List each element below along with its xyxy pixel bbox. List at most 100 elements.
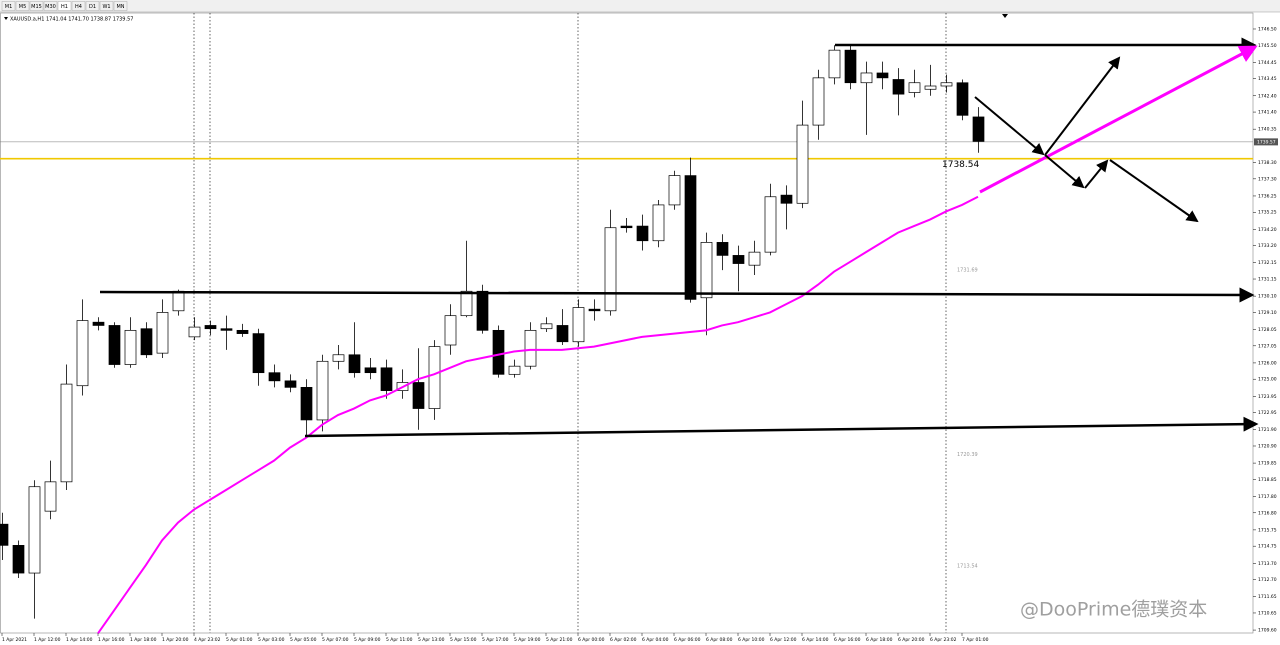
y-tick-label: 1726.00: [1258, 360, 1277, 366]
candle-body: [732, 255, 745, 264]
candle-body: [300, 387, 313, 421]
drawings: [99, 14, 1259, 438]
y-tick-label: 1711.65: [1258, 594, 1277, 600]
candle-body: [588, 308, 601, 312]
timeframe-button[interactable]: [1, 1, 16, 11]
x-tick-label: 5 Apr 19:00: [514, 637, 541, 643]
trend-arrow: [304, 416, 1259, 438]
x-tick-label: 1 Apr 18:00: [130, 637, 157, 643]
plot-frame: [0, 12, 1254, 634]
timeframe-button[interactable]: [85, 1, 100, 11]
candle-body: [156, 312, 169, 354]
candle-body: [700, 242, 713, 299]
timeframe-button[interactable]: [71, 1, 86, 11]
level-value: 1731.69: [957, 268, 978, 274]
x-tick-label: 5 Apr 15:00: [450, 637, 477, 643]
candle-body: [764, 196, 777, 253]
timeframe-label[interactable]: MN: [116, 4, 124, 10]
candle-body: [28, 486, 41, 574]
x-tick-label: 6 Apr 12:00: [770, 637, 797, 643]
candle-body: [620, 225, 633, 229]
candle-body: [332, 354, 345, 362]
x-tick-label: 1 Apr 12:00: [34, 637, 61, 643]
y-tick-label: 1735.25: [1258, 210, 1277, 216]
candle-body: [44, 481, 57, 512]
y-tick-label: 1736.25: [1258, 193, 1277, 199]
y-tick-label: 1715.75: [1258, 527, 1277, 533]
y-tick-label: 1728.05: [1258, 327, 1277, 333]
x-tick-label: 5 Apr 03:00: [258, 637, 285, 643]
y-tick-label: 1733.20: [1258, 243, 1277, 249]
timeframe-button[interactable]: [15, 1, 30, 11]
timeframe-label[interactable]: D1: [89, 4, 96, 10]
y-tick-label: 1714.75: [1258, 544, 1277, 550]
candle-body: [828, 49, 841, 79]
y-tick-label: 1731.15: [1258, 277, 1277, 283]
candle-body: [860, 72, 873, 84]
marker: [1002, 14, 1008, 18]
y-tick-label: 1716.80: [1258, 510, 1277, 516]
candle-body: [844, 49, 857, 84]
trend-arrow: [99, 287, 1255, 303]
timeframe-button[interactable]: [99, 1, 114, 11]
y-tick-label: 1730.10: [1258, 294, 1277, 300]
candle-body: [540, 323, 553, 330]
y-tick-label: 1719.85: [1258, 461, 1277, 467]
candle-body: [60, 383, 73, 483]
candle-body: [492, 329, 505, 375]
y-tick-label: 1721.90: [1258, 427, 1277, 433]
timeframe-button[interactable]: [43, 1, 58, 11]
candle-body: [572, 307, 585, 343]
candle-body: [108, 325, 121, 365]
level-value: 1713.54: [957, 563, 978, 569]
x-tick-label: 5 Apr 09:00: [354, 637, 381, 643]
candle-body: [76, 320, 89, 387]
timeframe-label[interactable]: H1: [61, 4, 68, 10]
candle-body: [892, 79, 905, 95]
timeframe-label[interactable]: H4: [75, 4, 82, 10]
timeframe-label[interactable]: M1: [5, 4, 13, 10]
y-tick-label: 1727.05: [1258, 343, 1277, 349]
y-tick-label: 1740.35: [1258, 127, 1277, 133]
y-tick-label: 1729.10: [1258, 310, 1277, 316]
path-arrow: [1044, 56, 1121, 156]
path-arrow: [974, 96, 1045, 156]
candle-body: [364, 367, 377, 374]
moving-average: [97, 195, 979, 634]
timeframe-button[interactable]: [29, 1, 44, 11]
timeframe-button[interactable]: [113, 1, 128, 11]
candle-body: [0, 523, 9, 546]
price-marks: [0, 45, 1253, 634]
x-tick-label: 6 Apr 10:00: [738, 637, 765, 643]
candle-body: [284, 380, 297, 388]
y-tick-label: 1723.95: [1258, 394, 1277, 400]
candle-body: [268, 372, 281, 382]
y-tick-label: 1743.45: [1258, 76, 1277, 82]
x-tick-label: 7 Apr 01:00: [962, 637, 989, 643]
price-box: [1254, 138, 1278, 146]
candle-body: [524, 329, 537, 367]
chart-header: XAUUSD.a,H1 1741.04 1741.70 1738.87 1739…: [10, 17, 133, 23]
candle-body: [412, 382, 425, 409]
candle-body: [780, 194, 793, 204]
timeframe-label[interactable]: M30: [45, 4, 56, 10]
timeframe-label[interactable]: M5: [19, 4, 27, 10]
x-tick-label: 6 Apr 23:02: [930, 637, 957, 643]
path-arrow: [1044, 154, 1085, 189]
candle-body: [908, 82, 921, 93]
path-arrow: [1084, 159, 1109, 189]
candle-body: [508, 365, 521, 375]
candle-body: [428, 346, 441, 409]
candle-body: [140, 328, 153, 356]
candle-body: [876, 72, 889, 79]
timeframe-button[interactable]: [57, 1, 72, 11]
candle-body: [956, 82, 969, 116]
timeframe-label[interactable]: W1: [102, 4, 110, 10]
x-tick-label: 1 Apr 2021: [2, 637, 27, 643]
candle-body: [12, 545, 25, 574]
candle-body: [204, 325, 217, 330]
candle-body: [716, 242, 729, 256]
y-tick-label: 1732.15: [1258, 260, 1277, 266]
price-label: 1739.57: [1257, 139, 1276, 145]
timeframe-label[interactable]: M15: [31, 4, 42, 10]
